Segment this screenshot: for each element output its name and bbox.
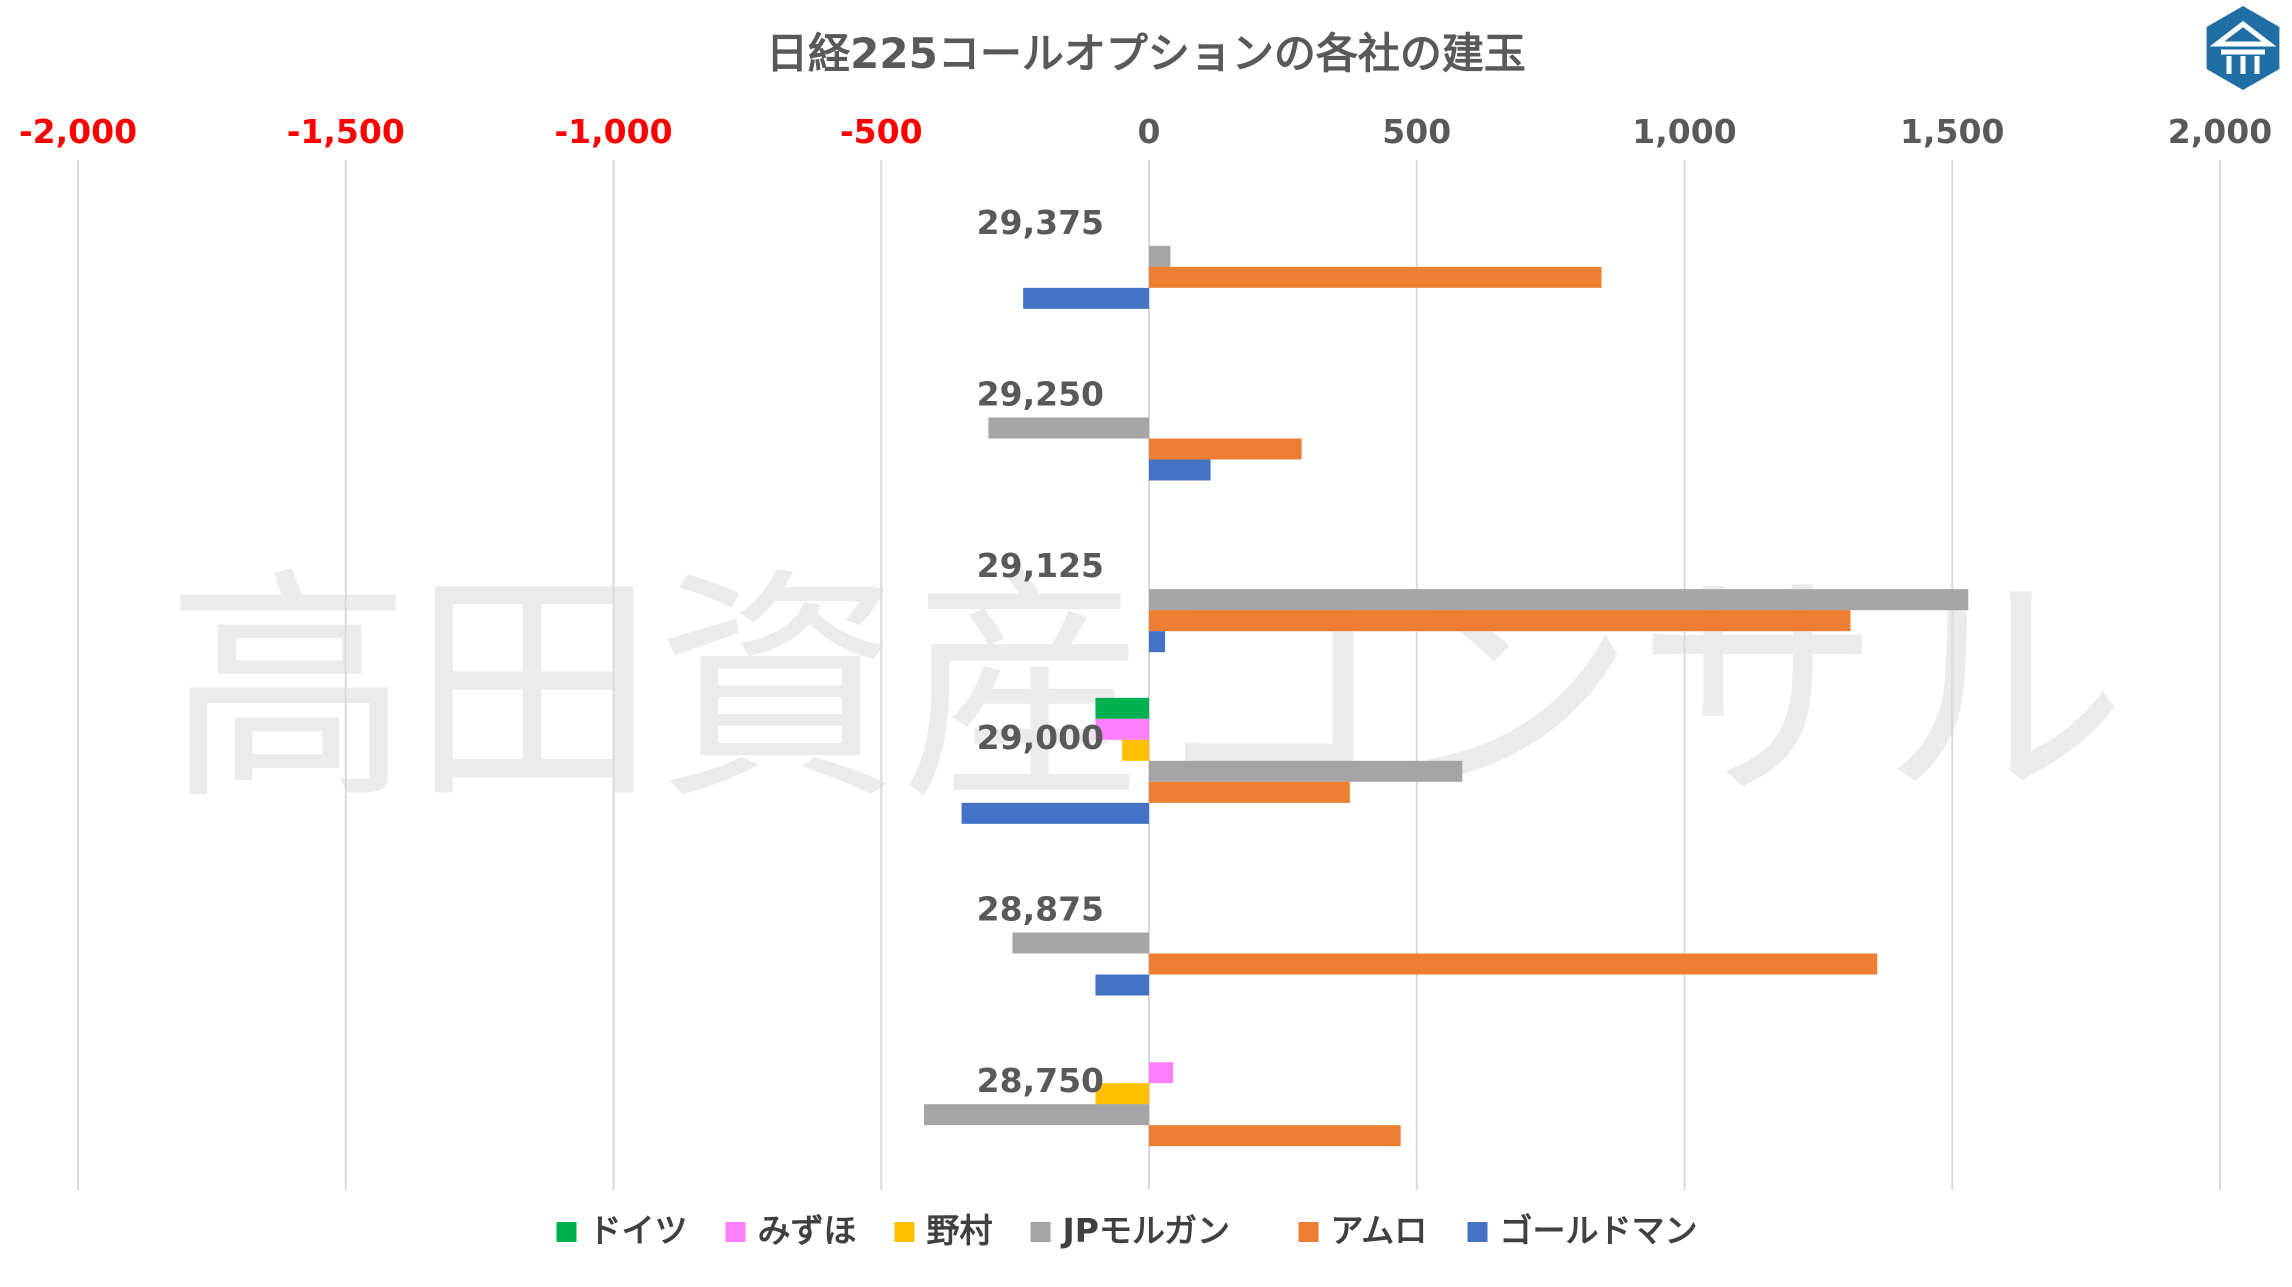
category-label: 29,250 <box>977 375 1104 414</box>
bar-5-2 <box>1149 631 1166 653</box>
takata-logo-icon <box>2206 6 2280 90</box>
legend-swatch-0 <box>556 1222 577 1242</box>
bar-4-2 <box>1149 610 1851 632</box>
bar-3-3 <box>1149 760 1463 782</box>
chart-title: 日経225コールオプションの各社の建玉 <box>766 29 1526 78</box>
bar-5-3 <box>961 802 1149 824</box>
bar-4-0 <box>1149 266 1602 288</box>
bar-5-0 <box>1023 287 1149 309</box>
bar-3-4 <box>1012 932 1149 954</box>
category-label: 29,000 <box>977 718 1104 757</box>
legend-label-5: ゴールドマン <box>1500 1211 1698 1250</box>
x-tick-label: 0 <box>1138 112 1161 151</box>
bar-4-3 <box>1149 781 1350 803</box>
bar-5-4 <box>1095 974 1149 996</box>
x-tick-label: -2,000 <box>19 112 137 151</box>
x-tick-label: 1,000 <box>1632 112 1736 151</box>
logo-roof <box>2209 20 2277 47</box>
bar-2-3 <box>1122 739 1149 761</box>
x-tick-label: -1,000 <box>554 112 672 151</box>
bar-4-4 <box>1149 953 1878 975</box>
legend-label-3: JPモルガン <box>1061 1211 1230 1250</box>
bar-5-1 <box>1149 459 1211 481</box>
legend-swatch-1 <box>725 1222 746 1242</box>
legend-swatch-2 <box>894 1222 915 1242</box>
legend: ドイツ みずほ 野村 JPモルガン アムロ ゴールドマン <box>556 1211 1698 1250</box>
x-tick-label: -500 <box>840 112 923 151</box>
bar-0-3 <box>1095 697 1149 719</box>
bar-3-5 <box>924 1104 1149 1126</box>
legend-label-1: みずほ <box>758 1211 857 1250</box>
category-label: 29,125 <box>977 546 1104 585</box>
bar-4-5 <box>1149 1125 1401 1147</box>
x-tick-label: -1,500 <box>287 112 405 151</box>
x-tick-label: 500 <box>1382 112 1451 151</box>
legend-label-2: 野村 <box>927 1211 993 1250</box>
bar-4-1 <box>1149 438 1302 460</box>
legend-swatch-4 <box>1298 1222 1319 1242</box>
x-tick-label: 1,500 <box>1900 112 2004 151</box>
bar-2-5 <box>1095 1083 1149 1105</box>
bar-1-3 <box>1095 718 1149 740</box>
category-label: 29,375 <box>977 203 1104 242</box>
legend-label-4: アムロ <box>1331 1211 1428 1250</box>
category-label: 28,875 <box>977 890 1104 929</box>
bar-1-5 <box>1149 1062 1174 1084</box>
legend-label-0: ドイツ <box>589 1211 688 1250</box>
logo-hexagon <box>2206 6 2280 90</box>
legend-swatch-3 <box>1030 1222 1051 1242</box>
bar-3-2 <box>1149 589 1969 611</box>
category-label: 28,750 <box>977 1061 1104 1100</box>
x-tick-label: 2,000 <box>2168 112 2272 151</box>
bar-3-0 <box>1149 245 1171 267</box>
bar-3-1 <box>988 417 1149 439</box>
legend-swatch-5 <box>1467 1222 1488 1242</box>
